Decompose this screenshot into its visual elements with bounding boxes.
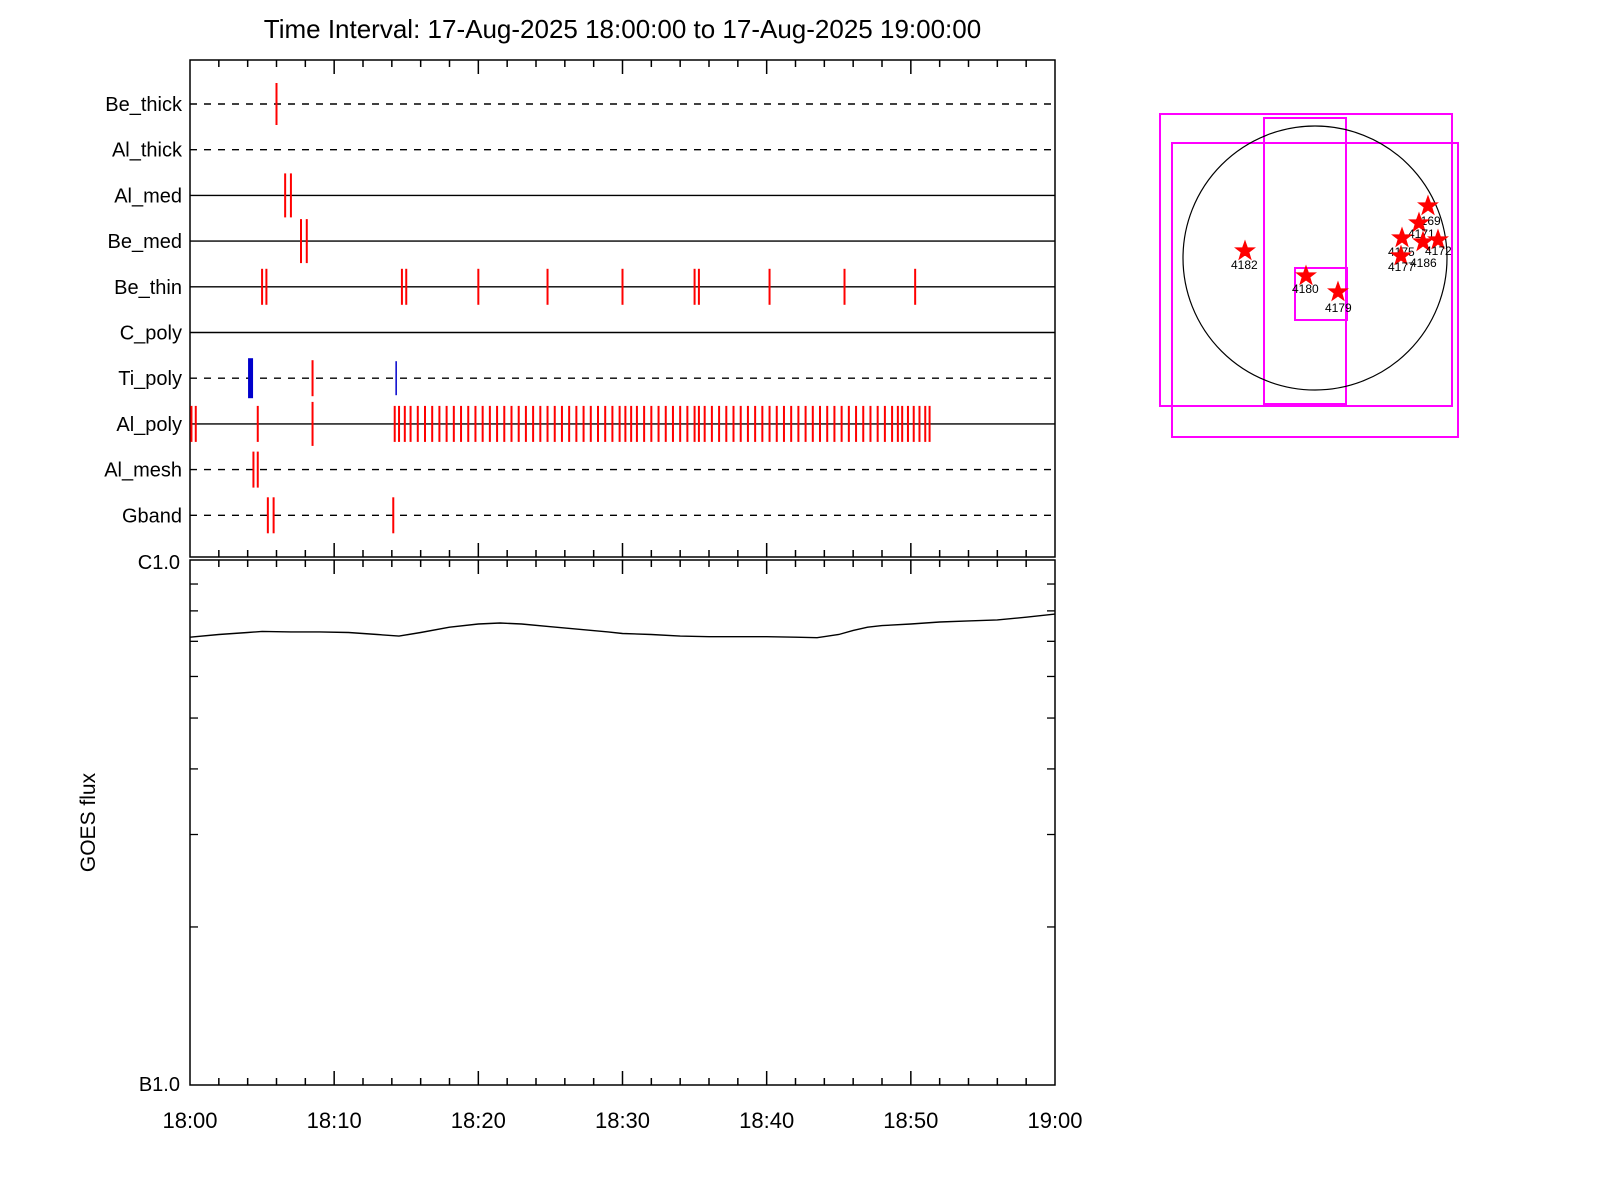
active-region-label: 4179 bbox=[1325, 301, 1352, 315]
channel-label: Al_mesh bbox=[104, 460, 182, 482]
active-region: 4179 bbox=[1325, 280, 1352, 315]
x-tick-label: 18:00 bbox=[162, 1108, 217, 1133]
active-region-star bbox=[1417, 194, 1439, 216]
active-region-star bbox=[1408, 211, 1430, 233]
channel-row-Ti_poly: Ti_poly bbox=[118, 358, 1055, 399]
x-tick-label: 18:40 bbox=[739, 1108, 794, 1133]
fov-box bbox=[1263, 117, 1347, 405]
active-region: 4171 bbox=[1408, 211, 1435, 241]
channel-label: Gband bbox=[122, 505, 182, 527]
active-region-star bbox=[1234, 239, 1256, 261]
channel-label: Al_thick bbox=[112, 140, 183, 162]
active-region: 4180 bbox=[1292, 264, 1319, 296]
channel-row-Al_thick: Al_thick bbox=[112, 140, 1055, 162]
active-region-label: 4180 bbox=[1292, 282, 1319, 296]
exposure-timeline-panel: Be_thick Al_thick Al_med Be_med Be_thin C_pol… bbox=[104, 59, 1056, 558]
active-region-star bbox=[1391, 226, 1413, 248]
active-region-label: 4177 bbox=[1388, 260, 1415, 274]
active-region-star bbox=[1295, 264, 1317, 286]
channel-row-Be_thick: Be_thick bbox=[105, 83, 1055, 125]
channel-label: Be_thin bbox=[114, 277, 182, 299]
fov-box bbox=[1171, 142, 1459, 438]
channel-row-Al_poly: Al_poly bbox=[116, 401, 1055, 446]
x-tick-label: 18:50 bbox=[883, 1108, 938, 1133]
active-region-star bbox=[1427, 228, 1449, 250]
channel-row-Al_med: Al_med bbox=[114, 173, 1055, 218]
active-region: 4177 bbox=[1388, 244, 1415, 274]
goes-axis-title: GOES flux bbox=[77, 772, 100, 872]
active-region-label: 4186 bbox=[1410, 256, 1437, 270]
timeline-panel-border bbox=[189, 59, 1056, 558]
page-title: Time Interval: 17-Aug-2025 18:00:00 to 1… bbox=[263, 14, 982, 44]
solar-disk-map: 418241804179416941714175418641724177 bbox=[1159, 113, 1459, 438]
solar-limb-circle bbox=[1182, 125, 1448, 391]
channel-row-Be_med: Be_med bbox=[108, 219, 1055, 264]
goes-flux-panel: C1.0 B1.0 GOES flux 18:00 18:10 18:20 18:30 18:… bbox=[77, 552, 1083, 1133]
active-region-label: 4172 bbox=[1425, 244, 1452, 258]
channel-label: Al_med bbox=[114, 185, 182, 207]
x-tick-label: 18:20 bbox=[451, 1108, 506, 1133]
active-region-star bbox=[1390, 244, 1412, 266]
active-region: 4172 bbox=[1425, 228, 1452, 258]
channel-label: C_poly bbox=[120, 323, 182, 345]
channel-label: Be_thick bbox=[105, 94, 183, 116]
channel-row-C_poly: C_poly bbox=[120, 323, 1055, 345]
channel-row-Be_thin: Be_thin bbox=[114, 268, 1055, 305]
fov-box bbox=[1159, 113, 1453, 407]
channel-label: Ti_poly bbox=[118, 368, 182, 390]
active-region-label: 4171 bbox=[1408, 227, 1435, 241]
x-tick-label: 19:00 bbox=[1027, 1108, 1082, 1133]
active-region: 4186 bbox=[1410, 230, 1437, 270]
active-region: 4182 bbox=[1231, 239, 1258, 272]
channel-label: Be_med bbox=[108, 231, 183, 253]
goes-ymax-label: C1.0 bbox=[138, 552, 180, 574]
channel-label: Al_poly bbox=[116, 414, 182, 436]
active-region-star bbox=[1412, 230, 1434, 252]
goes-panel-border bbox=[189, 559, 1056, 1086]
fov-box bbox=[1294, 267, 1348, 321]
channel-row-Gband: Gband bbox=[122, 497, 1055, 534]
x-tick-label: 18:30 bbox=[595, 1108, 650, 1133]
goes-curve bbox=[189, 613, 1056, 639]
active-region-label: 4182 bbox=[1231, 258, 1258, 272]
active-region-star bbox=[1327, 280, 1349, 302]
goes-ymin-label: B1.0 bbox=[139, 1074, 180, 1096]
x-tick-label: 18:10 bbox=[307, 1108, 362, 1133]
channel-row-Al_mesh: Al_mesh bbox=[104, 451, 1055, 488]
